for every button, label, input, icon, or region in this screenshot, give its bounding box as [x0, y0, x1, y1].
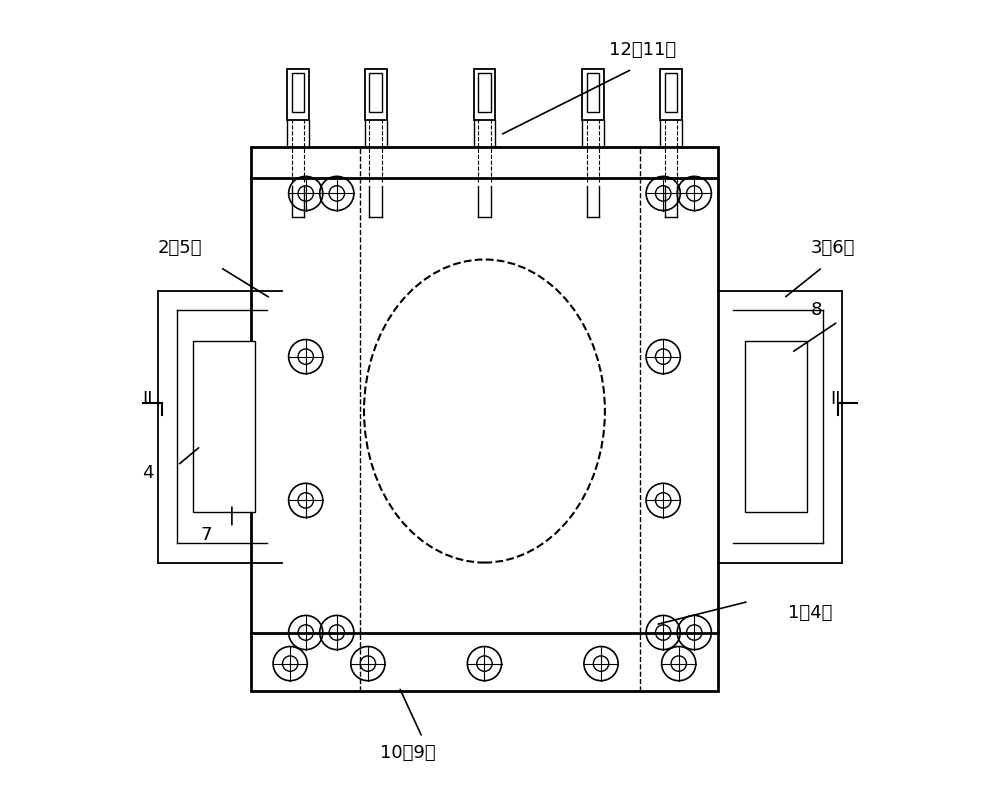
- Bar: [582, 69, 604, 119]
- Text: 1（4）: 1（4）: [788, 604, 832, 622]
- Bar: [251, 147, 718, 691]
- Text: 3（6）: 3（6）: [811, 239, 855, 257]
- Bar: [193, 341, 255, 512]
- Bar: [365, 69, 387, 119]
- Bar: [287, 69, 309, 119]
- Bar: [292, 73, 304, 112]
- Bar: [745, 341, 807, 512]
- Bar: [665, 73, 677, 112]
- Text: 12（11）: 12（11）: [609, 40, 676, 59]
- Text: 10（9）: 10（9）: [380, 744, 435, 762]
- Text: 2（5）: 2（5）: [158, 239, 203, 257]
- Ellipse shape: [364, 259, 605, 562]
- Bar: [587, 73, 599, 112]
- Text: 4: 4: [143, 464, 154, 483]
- Text: 8: 8: [811, 301, 822, 319]
- Text: 7: 7: [201, 526, 212, 544]
- Bar: [369, 73, 382, 112]
- Text: II: II: [830, 391, 841, 408]
- Bar: [474, 69, 495, 119]
- Bar: [478, 73, 491, 112]
- Text: II: II: [143, 391, 153, 408]
- Bar: [660, 69, 682, 119]
